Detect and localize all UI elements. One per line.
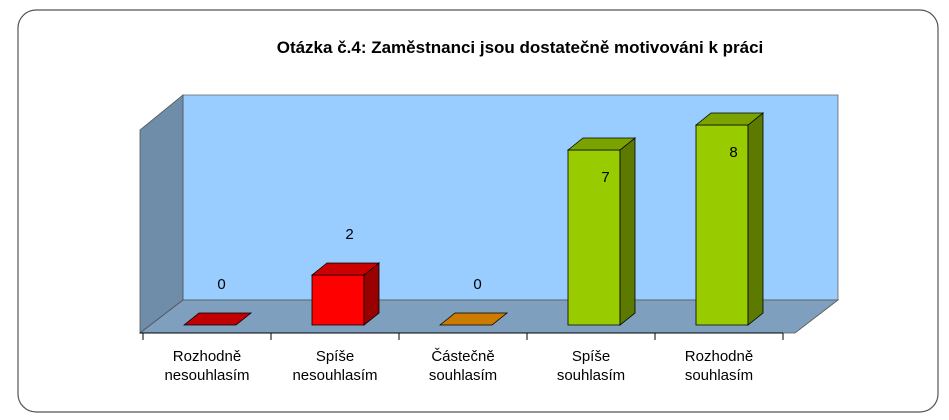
x-tick-label: nesouhlasím <box>292 367 377 384</box>
x-tick-label: Rozhodně <box>685 348 753 365</box>
value-label: 2 <box>345 226 353 243</box>
bar <box>438 312 509 326</box>
bar-face <box>747 112 764 326</box>
value-label: 8 <box>729 144 737 161</box>
bar <box>694 112 765 326</box>
bar-face <box>438 312 509 326</box>
x-tick-label: Částečně <box>431 348 494 365</box>
bar <box>310 262 381 326</box>
x-tick-label: Spíše <box>572 348 610 365</box>
bar-face <box>311 274 365 326</box>
side-wall <box>139 94 184 334</box>
x-tick-label: souhlasím <box>685 367 753 384</box>
bar <box>182 312 253 326</box>
bar <box>566 137 637 326</box>
bar-face <box>566 137 637 151</box>
value-label: 7 <box>601 169 609 186</box>
bar-face <box>694 112 765 126</box>
bar-face <box>310 262 381 276</box>
x-tick-label: nesouhlasím <box>164 367 249 384</box>
x-tick-label: souhlasím <box>557 367 625 384</box>
bar-face <box>619 137 636 326</box>
x-tick-label: souhlasím <box>429 367 497 384</box>
value-label: 0 <box>473 276 481 293</box>
x-tick-label: Rozhodně <box>173 348 241 365</box>
value-label: 0 <box>217 276 225 293</box>
chart-title: Otázka č.4: Zaměstnanci jsou dostatečně … <box>277 38 764 57</box>
bar-face <box>695 124 749 326</box>
x-tick-label: Spíše <box>316 348 354 365</box>
bar-face <box>182 312 253 326</box>
bar-face <box>567 149 621 326</box>
